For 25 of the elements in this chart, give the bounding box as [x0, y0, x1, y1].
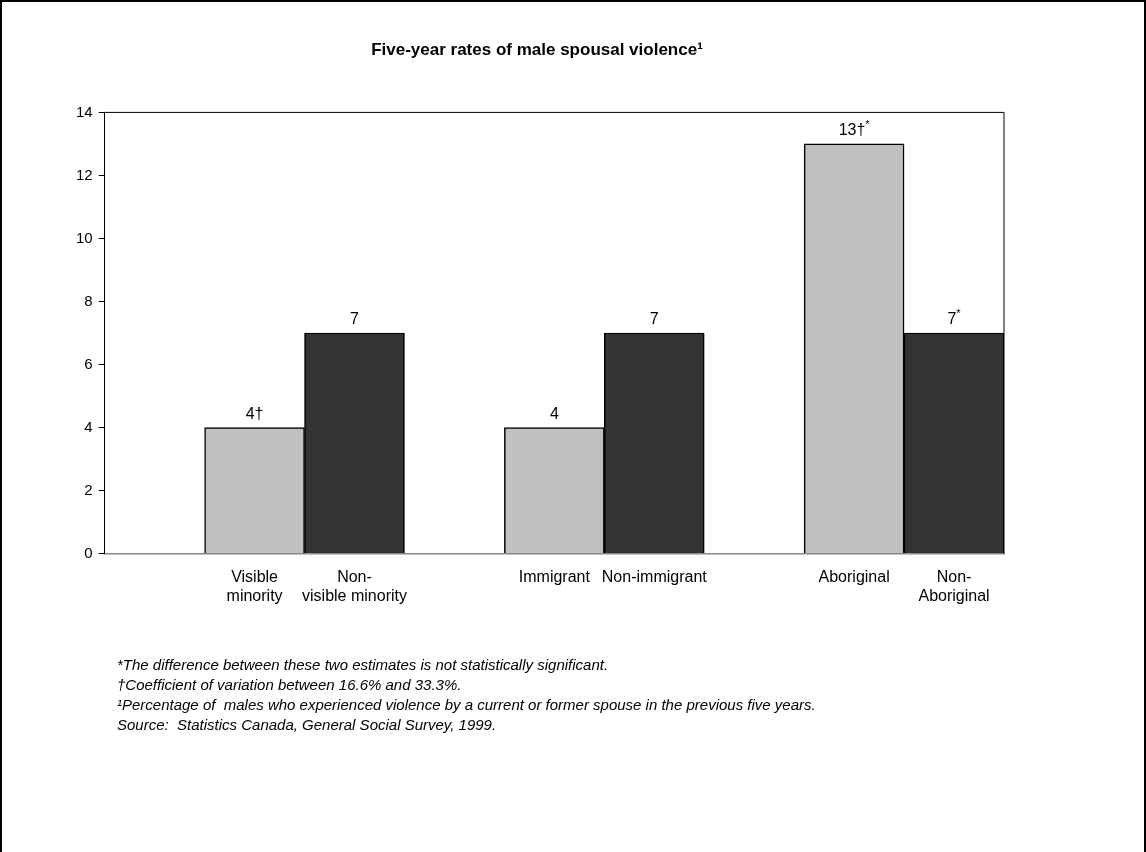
- data-label: 7*: [947, 307, 962, 327]
- text: *The difference between these two estimates is not statistically significant.: [117, 655, 610, 675]
- text: ¹Percentage of males who experienced violence by a current or former spouse in the previous five years.: [117, 695, 816, 715]
- x-tick-label: Non- visible minority: [302, 567, 407, 604]
- data-label: 7: [350, 310, 360, 327]
- data-label: 4: [549, 404, 559, 422]
- data-label: 13†*: [838, 117, 871, 138]
- y-tick-label: 14: [76, 102, 93, 120]
- data-label: 4†: [245, 404, 264, 422]
- y-tick-label: 2: [84, 480, 93, 498]
- y-tick-label: 4: [84, 417, 93, 435]
- source-note: Source: Statistics Canada, General Social Survey, 1999.: [117, 715, 498, 735]
- x-tick-label: Non-immigrant: [601, 567, 708, 585]
- y-tick-label: 6: [84, 354, 93, 372]
- text: †Coefficient of variation between 16.6% and 33.3%.: [117, 675, 463, 695]
- y-tick-label: 12: [76, 165, 93, 183]
- x-tick-label: Immigrant: [518, 567, 591, 585]
- x-tick-label: Visible minority: [226, 567, 283, 604]
- x-tick-label: Non- Aboriginal: [918, 567, 990, 604]
- x-tick-label: Aboriginal: [818, 567, 890, 585]
- data-label: 7: [649, 310, 659, 327]
- y-tick-label: 10: [76, 228, 93, 246]
- chart-title: Five-year rates of male spousal violence¹: [371, 39, 704, 59]
- y-tick-label: 0: [84, 543, 93, 561]
- y-tick-label: 8: [84, 291, 93, 309]
